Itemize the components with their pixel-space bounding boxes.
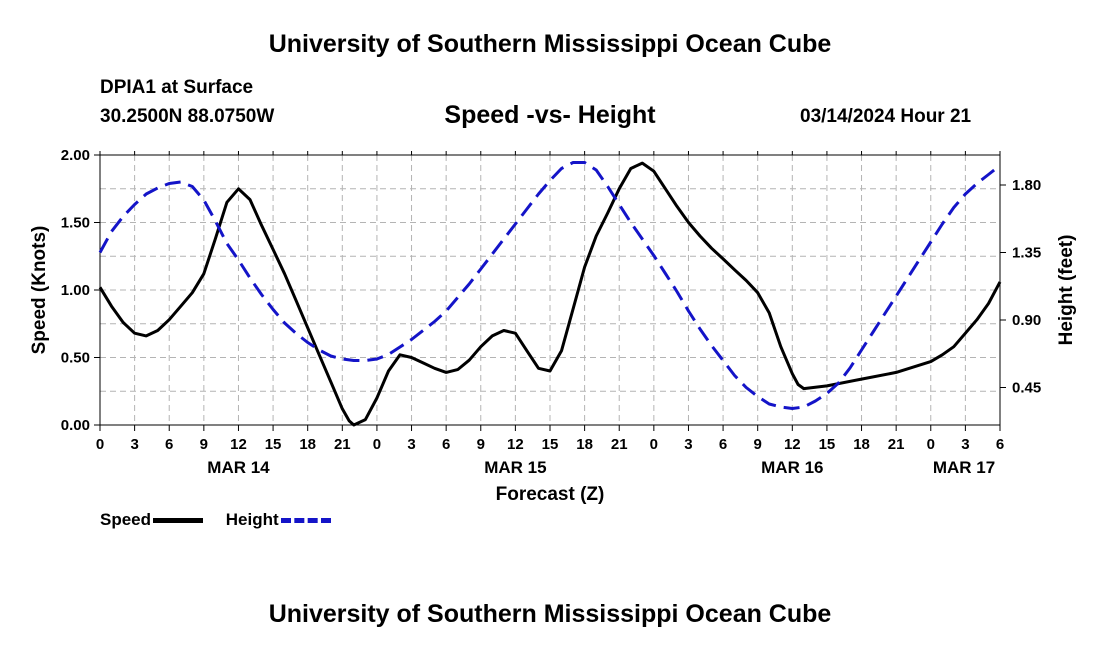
x-tick-label: 12 [230,436,247,453]
axis-ticks: 0 3 6 9 12 15 18 21 0 3 6 9 12 15 18 21 0 3 6 9 12 15 18 21 0 3 6M… [61,147,1041,477]
page-title: University of Southern Mississippi Ocean… [268,30,832,58]
x-tick-label: 15 [542,436,559,453]
x-tick-label: 6 [442,436,450,453]
y-axis-label-right: Height (feet) [1056,235,1077,346]
forecast-timestamp: 03/14/2024 Hour 21 [800,106,972,127]
y-left-tick-label: 2.00 [61,147,90,164]
series-line-speed [98,161,1002,427]
chart-grid [100,155,1000,425]
x-tick-label: 3 [407,436,415,453]
y-left-tick-label: 1.50 [61,215,90,232]
x-date-label: MAR 16 [761,458,823,477]
station-coordinates: 30.2500N 88.0750W [100,106,275,127]
x-tick-label: 0 [927,436,935,453]
x-tick-label: 9 [754,436,762,453]
legend-swatch-speed [153,517,204,523]
y-axis-label-left: Speed (Knots) [29,226,50,355]
x-tick-label: 21 [334,436,351,453]
footer-title: University of Southern Mississippi Ocean… [268,600,832,628]
chart-legend: Speed Height [100,510,349,530]
y-right-tick-label: 1.80 [1012,177,1041,194]
legend-label-height: Height [225,510,279,529]
x-tick-label: 3 [684,436,692,453]
x-tick-label: 6 [719,436,727,453]
x-tick-label: 15 [265,436,282,453]
y-left-tick-label: 0.00 [61,417,90,434]
x-tick-label: 3 [961,436,969,453]
y-left-tick-label: 1.00 [61,282,90,299]
x-tick-label: 18 [576,436,593,453]
x-axis-label: Forecast (Z) [496,484,605,505]
x-tick-label: 6 [165,436,173,453]
x-tick-label: 0 [650,436,658,453]
x-tick-label: 0 [96,436,104,453]
x-tick-label: 3 [130,436,138,453]
x-tick-label: 12 [507,436,524,453]
x-date-label: MAR 17 [933,458,995,477]
x-tick-label: 18 [853,436,870,453]
x-date-label: MAR 15 [484,458,546,477]
y-left-tick-label: 0.50 [61,350,90,367]
x-date-label: MAR 14 [207,458,270,477]
x-tick-label: 9 [200,436,208,453]
x-tick-label: 21 [888,436,905,453]
x-tick-label: 12 [784,436,801,453]
x-tick-label: 0 [373,436,381,453]
chart-title: Speed -vs- Height [444,101,656,129]
x-tick-label: 21 [611,436,628,453]
y-right-tick-label: 0.45 [1012,380,1041,397]
legend-item-height: Height [226,510,331,530]
x-tick-label: 9 [477,436,485,453]
series-line-height [98,161,1001,410]
chart-series [98,161,1002,427]
legend-swatch-height [280,517,331,523]
x-tick-label: 15 [819,436,836,453]
y-right-tick-label: 0.90 [1012,312,1041,329]
x-tick-label: 6 [996,436,1004,453]
legend-item-speed: Speed [100,510,204,530]
y-right-tick-label: 1.35 [1012,245,1041,262]
x-tick-label: 18 [299,436,316,453]
legend-label-speed: Speed [100,510,152,529]
station-label: DPIA1 at Surface [100,77,254,98]
